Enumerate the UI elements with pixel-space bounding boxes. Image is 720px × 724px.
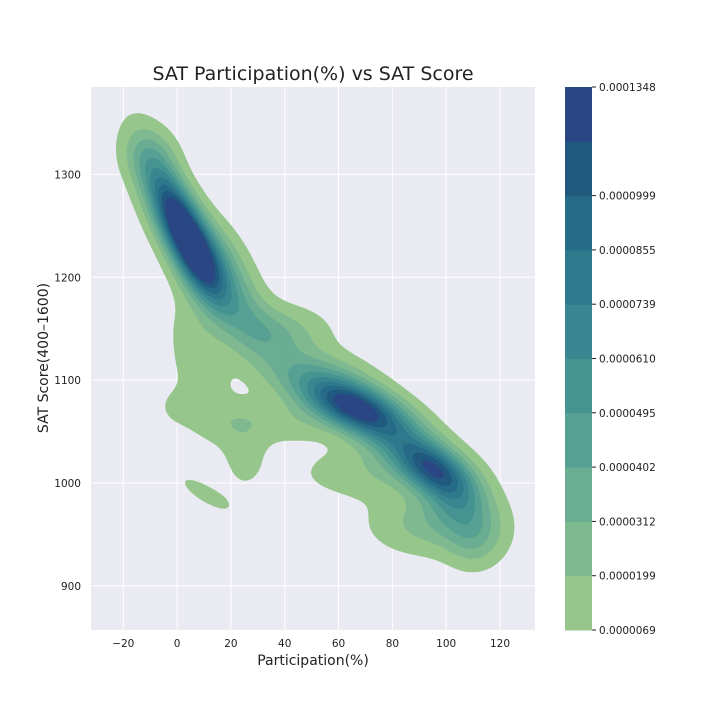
- x-tick-label: 100: [436, 638, 456, 650]
- x-tick-label: 60: [332, 638, 345, 650]
- y-tick-label: 1100: [54, 375, 81, 387]
- colorbar-tick-label: 0.0000312: [599, 516, 656, 528]
- y-tick-label: 1000: [54, 478, 81, 490]
- colorbar: 0.0000069 0.0000199 0.0000312 0.0000402 0.00…: [565, 82, 656, 637]
- colorbar-segment: [565, 467, 592, 522]
- y-tick-label: 1200: [54, 272, 81, 284]
- x-tick-label: 20: [224, 638, 237, 650]
- y-axis-title: SAT Score(400–1600): [36, 283, 52, 433]
- colorbar-tick-label: 0.0000739: [599, 299, 656, 311]
- colorbar-segment: [565, 575, 592, 631]
- colorbar-segment: [565, 249, 592, 305]
- colorbar-segment: [565, 304, 592, 359]
- colorbar-segment: [565, 87, 592, 142]
- colorbar-tick-label: 0.0001348: [599, 82, 656, 94]
- x-tick-label: 80: [386, 638, 399, 650]
- x-tick-label: −20: [112, 638, 134, 650]
- colorbar-segment: [565, 521, 592, 577]
- colorbar-segment: [565, 358, 592, 414]
- colorbar-tick-label: 0.0000610: [599, 354, 656, 366]
- colorbar-segment: [565, 412, 592, 468]
- colorbar-tick-label: 0.0000199: [599, 571, 656, 583]
- density-contours: [115, 113, 515, 573]
- x-tick-label: 0: [174, 638, 181, 650]
- axis-ticks: −20 0 20 40 60 80 100 120 900 1000 1100 1200 1300: [54, 169, 510, 650]
- x-tick-label: 120: [490, 638, 510, 650]
- chart-title: SAT Participation(%) vs SAT Score: [152, 63, 473, 85]
- x-axis-title: Participation(%): [257, 653, 369, 669]
- x-tick-label: 40: [278, 638, 291, 650]
- colorbar-tick-label: 0.0000402: [599, 462, 656, 474]
- colorbar-tick-label: 0.0000855: [599, 245, 656, 257]
- colorbar-tick-label: 0.0000495: [599, 408, 656, 420]
- density-level-band: [164, 196, 445, 479]
- y-tick-label: 1300: [54, 169, 81, 181]
- colorbar-segment: [565, 195, 592, 251]
- colorbar-tick-label: 0.0000999: [599, 191, 656, 203]
- colorbar-segment: [565, 141, 592, 197]
- y-tick-label: 900: [61, 581, 81, 593]
- colorbar-tick-label: 0.0000069: [599, 625, 656, 637]
